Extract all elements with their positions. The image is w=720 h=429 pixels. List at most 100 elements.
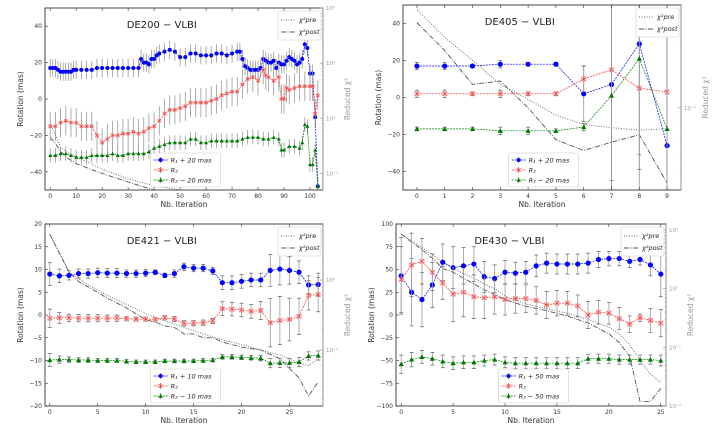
data-point [152,124,156,129]
data-point [194,100,198,105]
data-point [310,84,315,89]
x-tick-label: 15 [190,409,198,416]
data-point [167,140,172,145]
data-point [105,137,110,141]
data-point [658,320,664,326]
data-point [256,79,260,83]
right-axis-label: Reduced χ² [701,76,710,118]
data-point [267,360,273,366]
legend-marker [158,177,163,182]
data-point [616,316,622,322]
chart-title: DE430 − VLBI [474,236,544,247]
y-tick-label: −40 [387,169,400,176]
data-point [94,153,99,158]
data-point [543,360,550,366]
data-point [200,320,206,325]
data-point [497,128,503,133]
data-point [146,149,151,154]
data-point [245,77,250,81]
data-point [115,66,120,71]
right-tick-label: 10² [326,5,335,12]
data-point [152,317,158,322]
data-point [143,270,149,276]
data-point [246,77,250,81]
data-point [470,91,475,97]
data-point [492,294,498,300]
data-point [84,67,89,72]
data-point [199,100,203,105]
data-point [100,66,105,71]
data-point [310,84,315,88]
data-point [123,358,130,364]
data-point [120,153,125,158]
data-point [204,100,208,105]
data-point [193,51,198,56]
data-point [183,55,188,60]
data-point [66,356,72,362]
data-point [525,91,531,97]
legend-label: R₂ [171,166,179,174]
y-tick-label: 20 [34,221,42,228]
data-point [219,138,224,143]
legend-marker [506,393,511,398]
data-point [230,138,235,143]
data-point [143,316,149,322]
data-point [502,297,508,302]
data-point [105,66,110,71]
series-2 [398,232,664,338]
data-point [225,91,229,96]
data-point [63,151,68,156]
legend-box [498,368,569,404]
data-point [554,300,560,306]
x-tick-label: 40 [150,193,158,200]
data-point [214,138,219,143]
data-point [162,358,168,364]
right-tick-label: 10⁻¹ [326,170,338,177]
data-point [172,49,177,54]
data-point [512,270,519,276]
x-tick-label: 7 [610,193,614,200]
data-point [131,129,136,134]
data-point [193,100,198,105]
data-point [627,321,632,327]
data-point [502,269,508,275]
data-point [225,91,229,96]
data-point [305,46,310,51]
legend-box [150,152,221,188]
data-point [616,356,622,362]
data-point [256,135,261,139]
data-point [126,131,130,136]
data-point [204,100,208,105]
chi2-legend: χ²pre χ²post [277,226,322,257]
data-point [47,315,53,321]
data-point [198,53,203,58]
data-point [575,261,581,267]
data-point [157,51,162,56]
data-point [53,124,58,128]
data-point [110,133,115,138]
right-tick-label: 10⁻² [669,403,681,410]
legend-marker [158,374,163,378]
data-point [512,296,518,302]
data-point [120,66,125,71]
data-point [57,315,62,320]
data-point [105,315,110,321]
data-point [104,315,110,321]
data-point [181,358,187,364]
data-point [647,318,653,323]
data-point [284,58,289,63]
chi2-pre-line [49,123,182,190]
data-point [498,91,503,97]
data-point [502,359,508,365]
data-point [398,361,404,367]
data-point [658,357,664,363]
data-point [271,58,276,63]
data-point [121,131,125,136]
x-tick-label: 6 [582,193,586,200]
data-point [296,269,302,275]
data-point [235,90,239,94]
data-point [313,147,318,152]
data-point [123,270,130,277]
data-point [121,131,125,136]
